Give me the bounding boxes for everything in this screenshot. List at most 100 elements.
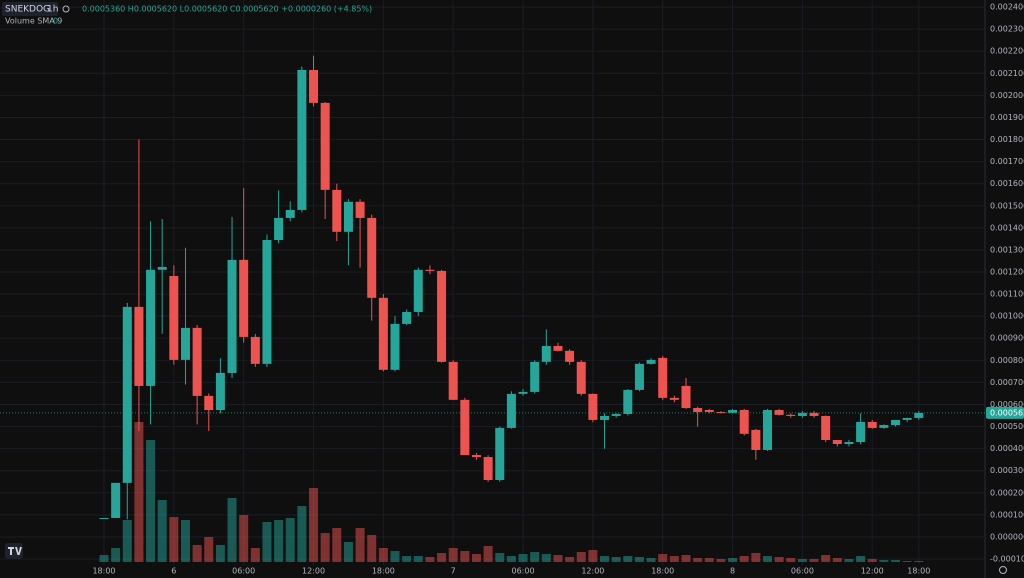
volume-bar bbox=[390, 551, 400, 562]
candle-body bbox=[122, 306, 132, 483]
candle-body bbox=[378, 297, 388, 370]
volume-bar bbox=[669, 556, 679, 562]
candle-body bbox=[134, 306, 144, 386]
candle-body bbox=[623, 389, 633, 414]
volume-bar bbox=[762, 556, 772, 562]
volume-bar bbox=[239, 515, 249, 562]
candle-body bbox=[611, 413, 621, 416]
candle-body bbox=[111, 482, 121, 518]
x-tick-label: 18:00 bbox=[92, 567, 115, 576]
volume-bar bbox=[157, 500, 167, 562]
volume-legend: Volume SMA 9 bbox=[5, 17, 62, 26]
candle-body bbox=[367, 217, 377, 298]
candle-body bbox=[669, 397, 679, 400]
candle-body bbox=[891, 419, 901, 426]
volume-bar bbox=[227, 498, 237, 562]
y-tick-label: 0.0019000 bbox=[990, 113, 1024, 122]
volume-bar bbox=[891, 560, 901, 562]
y-tick-label: 0.0016000 bbox=[990, 179, 1024, 188]
candle-body bbox=[658, 357, 668, 398]
volume-bar bbox=[728, 558, 738, 562]
volume-bar bbox=[413, 556, 423, 562]
visibility-icon[interactable] bbox=[62, 5, 70, 13]
volume-bar bbox=[122, 520, 132, 562]
volume-bar bbox=[576, 552, 586, 562]
candle-body bbox=[902, 417, 912, 420]
volume-bar bbox=[879, 560, 889, 562]
candle-body bbox=[530, 361, 540, 392]
y-tick-label: 0.0010000 bbox=[990, 312, 1024, 321]
volume-bar bbox=[495, 553, 505, 562]
volume-bar bbox=[320, 533, 330, 562]
y-tick-label: 0.0002000 bbox=[990, 488, 1024, 497]
volume-bar bbox=[297, 506, 307, 562]
candle-body bbox=[309, 69, 319, 103]
settings-icon[interactable] bbox=[999, 566, 1007, 574]
volume-bar bbox=[134, 422, 144, 562]
y-tick-label: 0.0013000 bbox=[990, 245, 1024, 254]
volume-bar bbox=[751, 553, 761, 562]
volume-bar bbox=[204, 537, 214, 562]
volume-bar bbox=[786, 558, 796, 562]
candle-body bbox=[355, 201, 365, 218]
candle-body bbox=[390, 323, 400, 370]
volume-bar bbox=[169, 517, 179, 562]
x-tick-label: 7 bbox=[451, 567, 456, 576]
candle-body bbox=[192, 327, 202, 396]
y-tick-label: 0.0007000 bbox=[990, 378, 1024, 387]
volume-bar bbox=[611, 557, 621, 562]
candle-body bbox=[797, 412, 807, 416]
candle-body bbox=[297, 69, 307, 210]
candle-body bbox=[786, 414, 796, 416]
volume-bar bbox=[902, 561, 912, 562]
volume-bar bbox=[262, 522, 272, 562]
volume-bar bbox=[541, 554, 551, 562]
candle-body bbox=[425, 269, 435, 271]
y-tick-label: 0.0009000 bbox=[990, 334, 1024, 343]
volume-bar bbox=[192, 545, 202, 562]
volume-bar bbox=[832, 558, 842, 562]
volume-bar bbox=[844, 559, 854, 562]
candle-body bbox=[856, 421, 866, 443]
volume-bar bbox=[809, 559, 819, 562]
x-tick-label: 12:00 bbox=[861, 567, 884, 576]
x-tick-label: 18:00 bbox=[372, 567, 395, 576]
volume-bar bbox=[623, 556, 633, 562]
symbol-box[interactable] bbox=[2, 2, 58, 16]
last-price-label: 0.0005620 bbox=[990, 408, 1024, 417]
volume-bar bbox=[914, 561, 924, 562]
y-tick-label: 0.0024000 bbox=[990, 3, 1024, 12]
y-tick-label: 0.0001000 bbox=[990, 510, 1024, 519]
y-tick-label: 0.0005000 bbox=[990, 422, 1024, 431]
volume-bar bbox=[332, 528, 342, 562]
y-tick-label: 0.0011000 bbox=[990, 290, 1024, 299]
volume-bar bbox=[600, 556, 610, 562]
volume-bar bbox=[378, 548, 388, 562]
y-tick-label: 0.0000000 bbox=[990, 532, 1024, 541]
volume-bar bbox=[402, 556, 412, 562]
y-tick-label: 0.0017000 bbox=[990, 157, 1024, 166]
candle-body bbox=[565, 350, 575, 362]
volume-bar bbox=[250, 548, 260, 562]
interval: 1h bbox=[47, 5, 58, 15]
candle-body bbox=[739, 410, 749, 434]
candle-body bbox=[146, 269, 156, 386]
candle-body bbox=[483, 457, 493, 480]
volume-bar bbox=[471, 554, 481, 562]
candle-body bbox=[681, 385, 691, 409]
volume-bar bbox=[448, 548, 458, 562]
plot bbox=[99, 55, 924, 562]
candle-body bbox=[634, 363, 644, 390]
candle-body bbox=[99, 517, 109, 519]
y-tick-label: 0.0022000 bbox=[990, 47, 1024, 56]
volume-bar bbox=[506, 556, 516, 562]
y-tick-label: -0.0001000 bbox=[990, 555, 1024, 564]
volume-bar bbox=[716, 559, 726, 562]
candle-body bbox=[227, 259, 237, 373]
x-tick-label: 06:00 bbox=[791, 567, 814, 576]
ohlc-legend: 0.0005360 H0.0005620 L0.0005620 C0.00056… bbox=[82, 5, 372, 14]
volume-bar bbox=[99, 555, 109, 562]
candle-body bbox=[821, 415, 831, 441]
volume-bar bbox=[215, 545, 225, 562]
